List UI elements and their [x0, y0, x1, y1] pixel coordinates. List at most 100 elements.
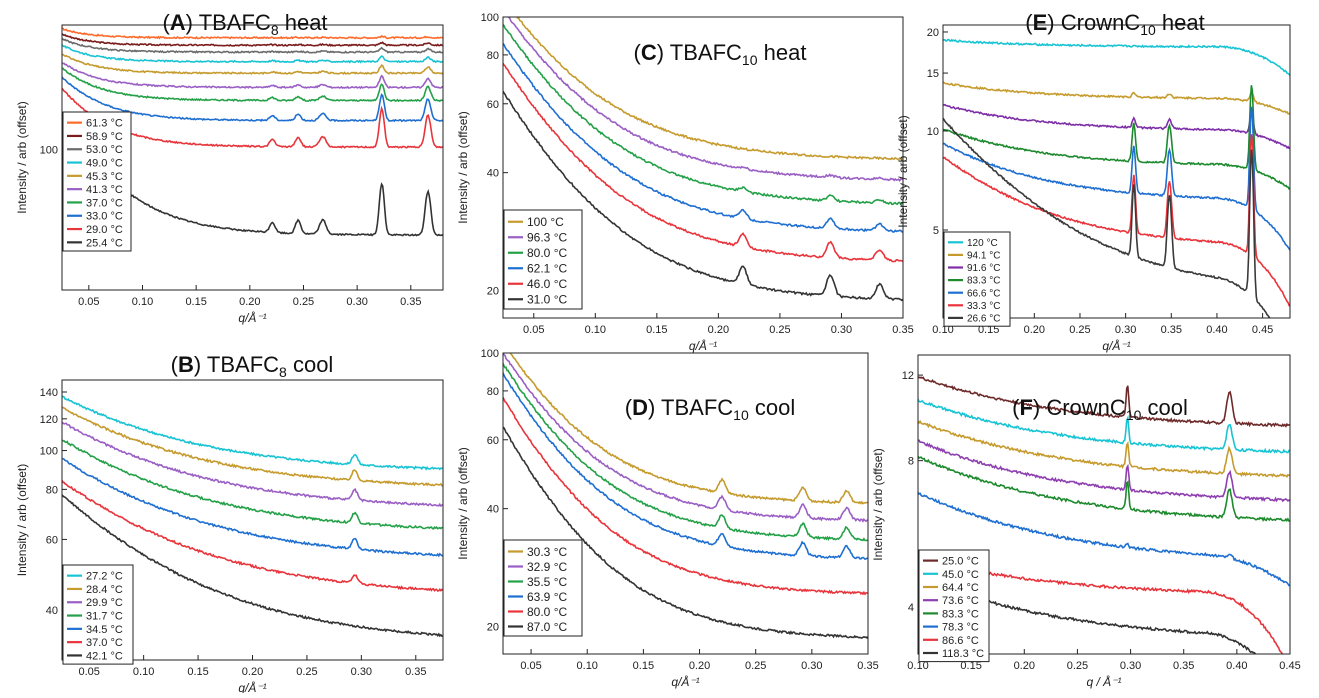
legend-label: 83.3 °C — [942, 608, 979, 620]
series-line — [503, 396, 868, 596]
series-line — [62, 62, 443, 90]
legend-label: 78.3 °C — [942, 622, 979, 634]
y-tick-label: 40 — [487, 504, 499, 516]
y-axis-label: Intensity / arb (offset) — [456, 447, 470, 560]
y-axis-label: Intensity / arb (offset) — [871, 448, 885, 561]
legend: 27.2 °C28.4 °C29.9 °C 31.7 °C34.5 °C37.0 … — [62, 564, 134, 665]
x-tick-label: 0.10 — [932, 324, 953, 336]
y-tick-label: 40 — [46, 605, 58, 617]
x-axis-label: q/Å⁻¹ — [689, 338, 717, 353]
plot-frame — [942, 24, 1291, 319]
series-line — [503, 62, 903, 263]
y-tick-label: 80 — [487, 50, 499, 62]
series-line — [62, 395, 443, 471]
panel-e: 0.10 0.15 0.20 0.25 0.30 0.35 0.40 0.45 5 10 15 20 q… — [896, 10, 1291, 353]
y-tick-label: 20 — [487, 285, 499, 297]
plot-frame — [61, 24, 444, 291]
panel-title: (F) CrownC10 cool — [1012, 395, 1188, 423]
series-line — [918, 376, 1290, 428]
series-line — [918, 419, 1290, 479]
x-tick-label: 0.05 — [79, 666, 100, 678]
series-line — [503, 90, 903, 302]
x-tick-label: 0.10 — [133, 666, 154, 678]
x-tick-label: 0.25 — [296, 666, 317, 678]
x-tick-label: 0.35 — [405, 666, 426, 678]
y-tick-label: 40 — [487, 168, 499, 180]
plot-frame — [502, 16, 904, 319]
y-tick-label: 10 — [927, 126, 939, 138]
legend-label: 64.4 °C — [942, 582, 979, 594]
legend-label: 80.0 °C — [527, 605, 567, 619]
series-line — [62, 33, 443, 47]
x-tick-label: 0.20 — [1024, 324, 1045, 336]
series-line — [918, 398, 1290, 454]
x-tick-label: 0.15 — [978, 324, 999, 336]
series-line — [62, 494, 443, 638]
panel-d: 0.05 0.10 0.15 0.20 0.25 0.30 0.35 20 40 60 80 100 q… — [456, 348, 879, 689]
y-tick-label: 12 — [902, 370, 914, 382]
series-line — [943, 106, 1290, 251]
legend: 25.0 °C45.0 °C64.4 °C73.6 °C83.3 °C 78.3 … — [918, 549, 990, 663]
legend-label: 66.6 °C — [967, 288, 1000, 299]
y-tick-label: 80 — [487, 386, 499, 398]
x-tick-label: 0.40 — [1226, 660, 1247, 672]
y-tick-label: 100 — [481, 348, 499, 360]
x-tick-label: 0.15 — [960, 660, 981, 672]
x-tick-label: 0.35 — [892, 324, 913, 336]
legend-label: 35.5 °C — [527, 575, 567, 589]
legend-label: 45.0 °C — [942, 569, 979, 581]
series-line — [516, 17, 903, 161]
legend-label: 29.0 °C — [86, 224, 123, 236]
series-line — [62, 44, 443, 64]
x-tick-label: 0.30 — [1120, 660, 1141, 672]
x-axis-label: q/Å⁻¹ — [671, 674, 699, 689]
legend-label: 25.4 °C — [86, 237, 123, 249]
y-tick-label: 8 — [908, 456, 914, 468]
legend-label: 83.3 °C — [967, 276, 1000, 287]
series-line — [509, 353, 868, 505]
series-line — [503, 353, 868, 523]
x-tick-label: 0.20 — [242, 666, 263, 678]
series-line — [943, 134, 1290, 307]
y-tick-label: 4 — [908, 602, 914, 614]
x-tick-label: 0.20 — [239, 296, 260, 308]
x-tick-label: 0.40 — [1206, 324, 1227, 336]
legend: 30.3 °C32.9 °C35.5 °C63.9 °C80.0 °C87.0 … — [503, 539, 583, 637]
series-line — [943, 117, 1271, 318]
legend-label: 37.0 °C — [86, 637, 123, 649]
x-tick-label: 0.30 — [801, 660, 822, 672]
legend-label: 31.0 °C — [527, 293, 567, 307]
plot-frame — [917, 354, 1291, 655]
legend-label: 46.0 °C — [527, 277, 567, 291]
series-line — [62, 439, 443, 530]
series-line — [918, 439, 1290, 503]
legend-label: 29.9 °C — [86, 597, 123, 609]
x-tick-label: 0.35 — [857, 660, 878, 672]
series-line — [62, 457, 443, 558]
legend-label: 86.6 °C — [942, 635, 979, 647]
y-tick-label: 60 — [487, 435, 499, 447]
x-tick-label: 0.25 — [293, 296, 314, 308]
series-line — [918, 455, 1290, 523]
x-tick-label: 0.20 — [708, 324, 729, 336]
x-tick-label: 0.45 — [1279, 660, 1300, 672]
x-tick-label: 0.30 — [346, 296, 367, 308]
x-tick-label: 0.30 — [1115, 324, 1136, 336]
series-line — [503, 23, 903, 206]
x-axis-label: q/Å⁻¹ — [238, 680, 266, 693]
legend-label: 80.0 °C — [527, 246, 567, 260]
x-tick-label: 0.05 — [78, 296, 99, 308]
x-tick-label: 0.45 — [1252, 324, 1273, 336]
series-line — [918, 492, 1290, 587]
x-tick-label: 0.10 — [577, 660, 598, 672]
series-line — [503, 426, 868, 639]
panel-title: (C) TBAFC10 heat — [634, 40, 807, 68]
panel-title: (B) TBAFC8 cool — [171, 352, 334, 380]
x-axis-label: q/Å⁻¹ — [1102, 338, 1130, 353]
legend-label: 91.6 °C — [967, 263, 1000, 274]
legend-label: 120 °C — [967, 238, 998, 249]
panel-title: (D) TBAFC10 cool — [625, 395, 795, 423]
legend-label: 31.7 °C — [86, 611, 123, 623]
legend-label: 32.9 °C — [527, 560, 567, 574]
